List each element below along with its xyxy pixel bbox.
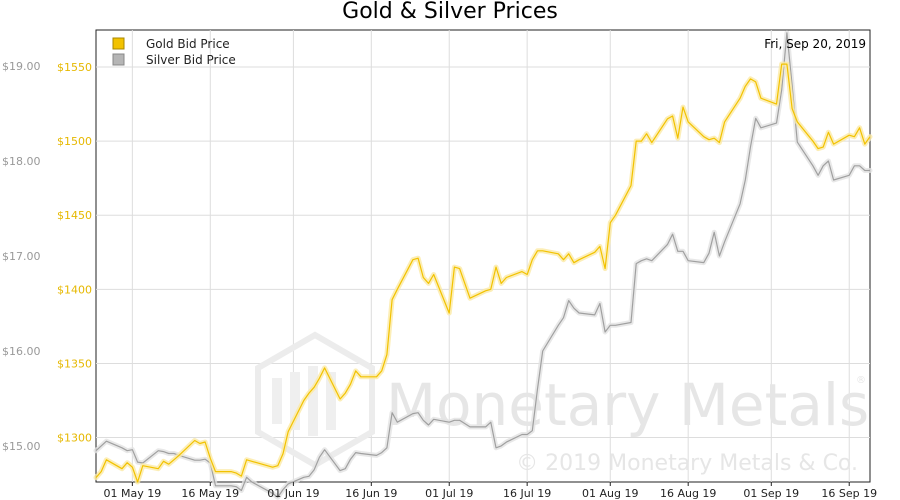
y-right-tick-label: $19.00	[2, 60, 41, 73]
x-tick-label: 16 Aug 19	[660, 487, 716, 500]
y-right-tick-label: $16.00	[2, 345, 41, 358]
date-label: Fri, Sep 20, 2019	[764, 37, 866, 51]
x-tick-label: 16 May 19	[181, 487, 239, 500]
x-tick-label: 16 Jun 19	[345, 487, 397, 500]
watermark: Monetary Metals ® © 2019 Monetary Metals…	[255, 331, 869, 476]
y-left-tick-label: $1400	[57, 283, 92, 296]
y-right-tick-label: $15.00	[2, 440, 41, 453]
legend-label-silver: Silver Bid Price	[146, 53, 236, 67]
y-left-tick-label: $1350	[57, 357, 92, 370]
legend-swatch-silver	[112, 53, 125, 66]
legend: Gold Bid Price Silver Bid Price	[112, 37, 236, 67]
x-tick-label: 16 Jul 19	[503, 487, 551, 500]
x-tick-label: 01 May 19	[103, 487, 161, 500]
legend-label-gold: Gold Bid Price	[146, 37, 230, 51]
watermark-copyright: © 2019 Monetary Metals & Co.	[516, 451, 858, 476]
x-tick-label: 01 Jul 19	[425, 487, 473, 500]
y-left-tick-label: $1500	[57, 135, 92, 148]
y-right-tick-label: $18.00	[2, 155, 41, 168]
x-axis: 01 May 19 16 May 19 01 Jun 19 16 Jun 19 01 J…	[103, 482, 877, 500]
legend-swatch-gold	[112, 37, 125, 50]
series-line-gold	[95, 63, 871, 483]
y-left-tick-label: $1550	[57, 61, 92, 74]
plot-area	[95, 29, 871, 483]
grid	[96, 30, 870, 482]
y-left-tick-label: $1450	[57, 209, 92, 222]
series-layer	[93, 30, 873, 500]
x-tick-label: 01 Jun 19	[267, 487, 319, 500]
series-line-silver	[95, 32, 870, 498]
y-axis-right: $15.00 $16.00 $17.00 $18.00 $19.00	[2, 60, 41, 453]
x-tick-label: 01 Sep 19	[743, 487, 799, 500]
watermark-logo-icon	[255, 331, 375, 469]
x-tick-label: 01 Aug 19	[582, 487, 638, 500]
y-axis-left: $1300 $1350 $1400 $1450 $1500 $1550	[57, 61, 92, 444]
watermark-brand: Monetary Metals	[386, 371, 869, 439]
y-left-tick-label: $1300	[57, 432, 92, 445]
x-tick-label: 16 Sep 19	[821, 487, 877, 500]
y-right-tick-label: $17.00	[2, 250, 41, 263]
chart-title: Gold & Silver Prices	[342, 0, 558, 24]
watermark-registered: ®	[856, 375, 866, 386]
